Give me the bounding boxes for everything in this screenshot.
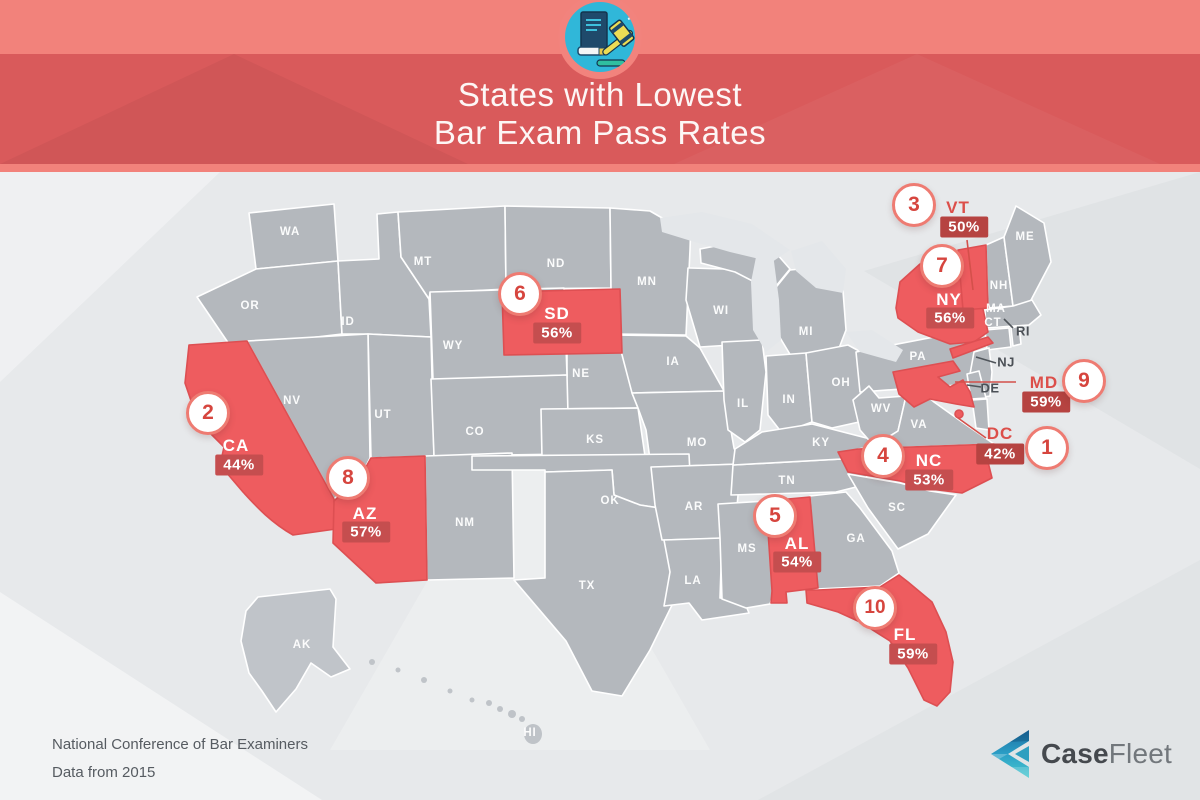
title-line-1: States with Lowest (457, 76, 743, 113)
callout-line-de (966, 384, 982, 388)
lake-erie (846, 330, 903, 362)
state-shape (809, 491, 900, 590)
callout-line-nj (975, 356, 997, 364)
casefleet-logo: CaseFleet (985, 728, 1172, 780)
state-sd (501, 288, 623, 356)
state-shape (504, 205, 612, 290)
state-vt (957, 244, 989, 311)
callout-line-dc (957, 417, 987, 439)
state-shape (1010, 325, 1022, 347)
state-shape (717, 500, 775, 609)
lake-huron (791, 241, 846, 293)
state-shape (721, 339, 767, 443)
lake-superior (660, 212, 790, 262)
state-shape (971, 398, 990, 431)
logo-text-bold: Case (1041, 738, 1109, 769)
title-line-2: Bar Exam Pass Rates (433, 114, 767, 151)
state-alaska (240, 588, 351, 713)
hawaii-islands (486, 700, 542, 744)
casefleet-logo-mark (991, 730, 1029, 778)
lake-michigan (751, 252, 781, 352)
callout-line-ri (1003, 318, 1014, 329)
date-note-text: Data from 2015 (52, 764, 156, 781)
state-md (892, 360, 975, 408)
state-shape (765, 352, 813, 434)
state-fl (805, 574, 954, 707)
state-shape (367, 333, 435, 459)
book-and-gavel-icon (558, 0, 642, 79)
callout-line-vt (966, 239, 974, 291)
state-shape (248, 203, 339, 270)
state-ny-long-island (949, 336, 994, 359)
state-shape (196, 260, 343, 348)
aleutian-islands (369, 659, 475, 703)
header-band-main (0, 54, 1200, 164)
page-title: States with Lowest Bar Exam Pass Rates (0, 76, 1200, 152)
state-shape (424, 452, 515, 581)
casefleet-logo-text: CaseFleet (1041, 738, 1172, 770)
state-ca (184, 340, 337, 536)
header: States with Lowest Bar Exam Pass Rates (0, 0, 1200, 172)
state-shape (540, 407, 646, 459)
header-band-bottom (0, 164, 1200, 172)
state-al (765, 496, 819, 604)
state-shape (847, 473, 957, 550)
source-text: National Conference of Bar Examiners (52, 736, 308, 753)
state-shape (1003, 205, 1052, 307)
logo-text-light: Fleet (1108, 738, 1172, 769)
state-dc (954, 409, 964, 419)
